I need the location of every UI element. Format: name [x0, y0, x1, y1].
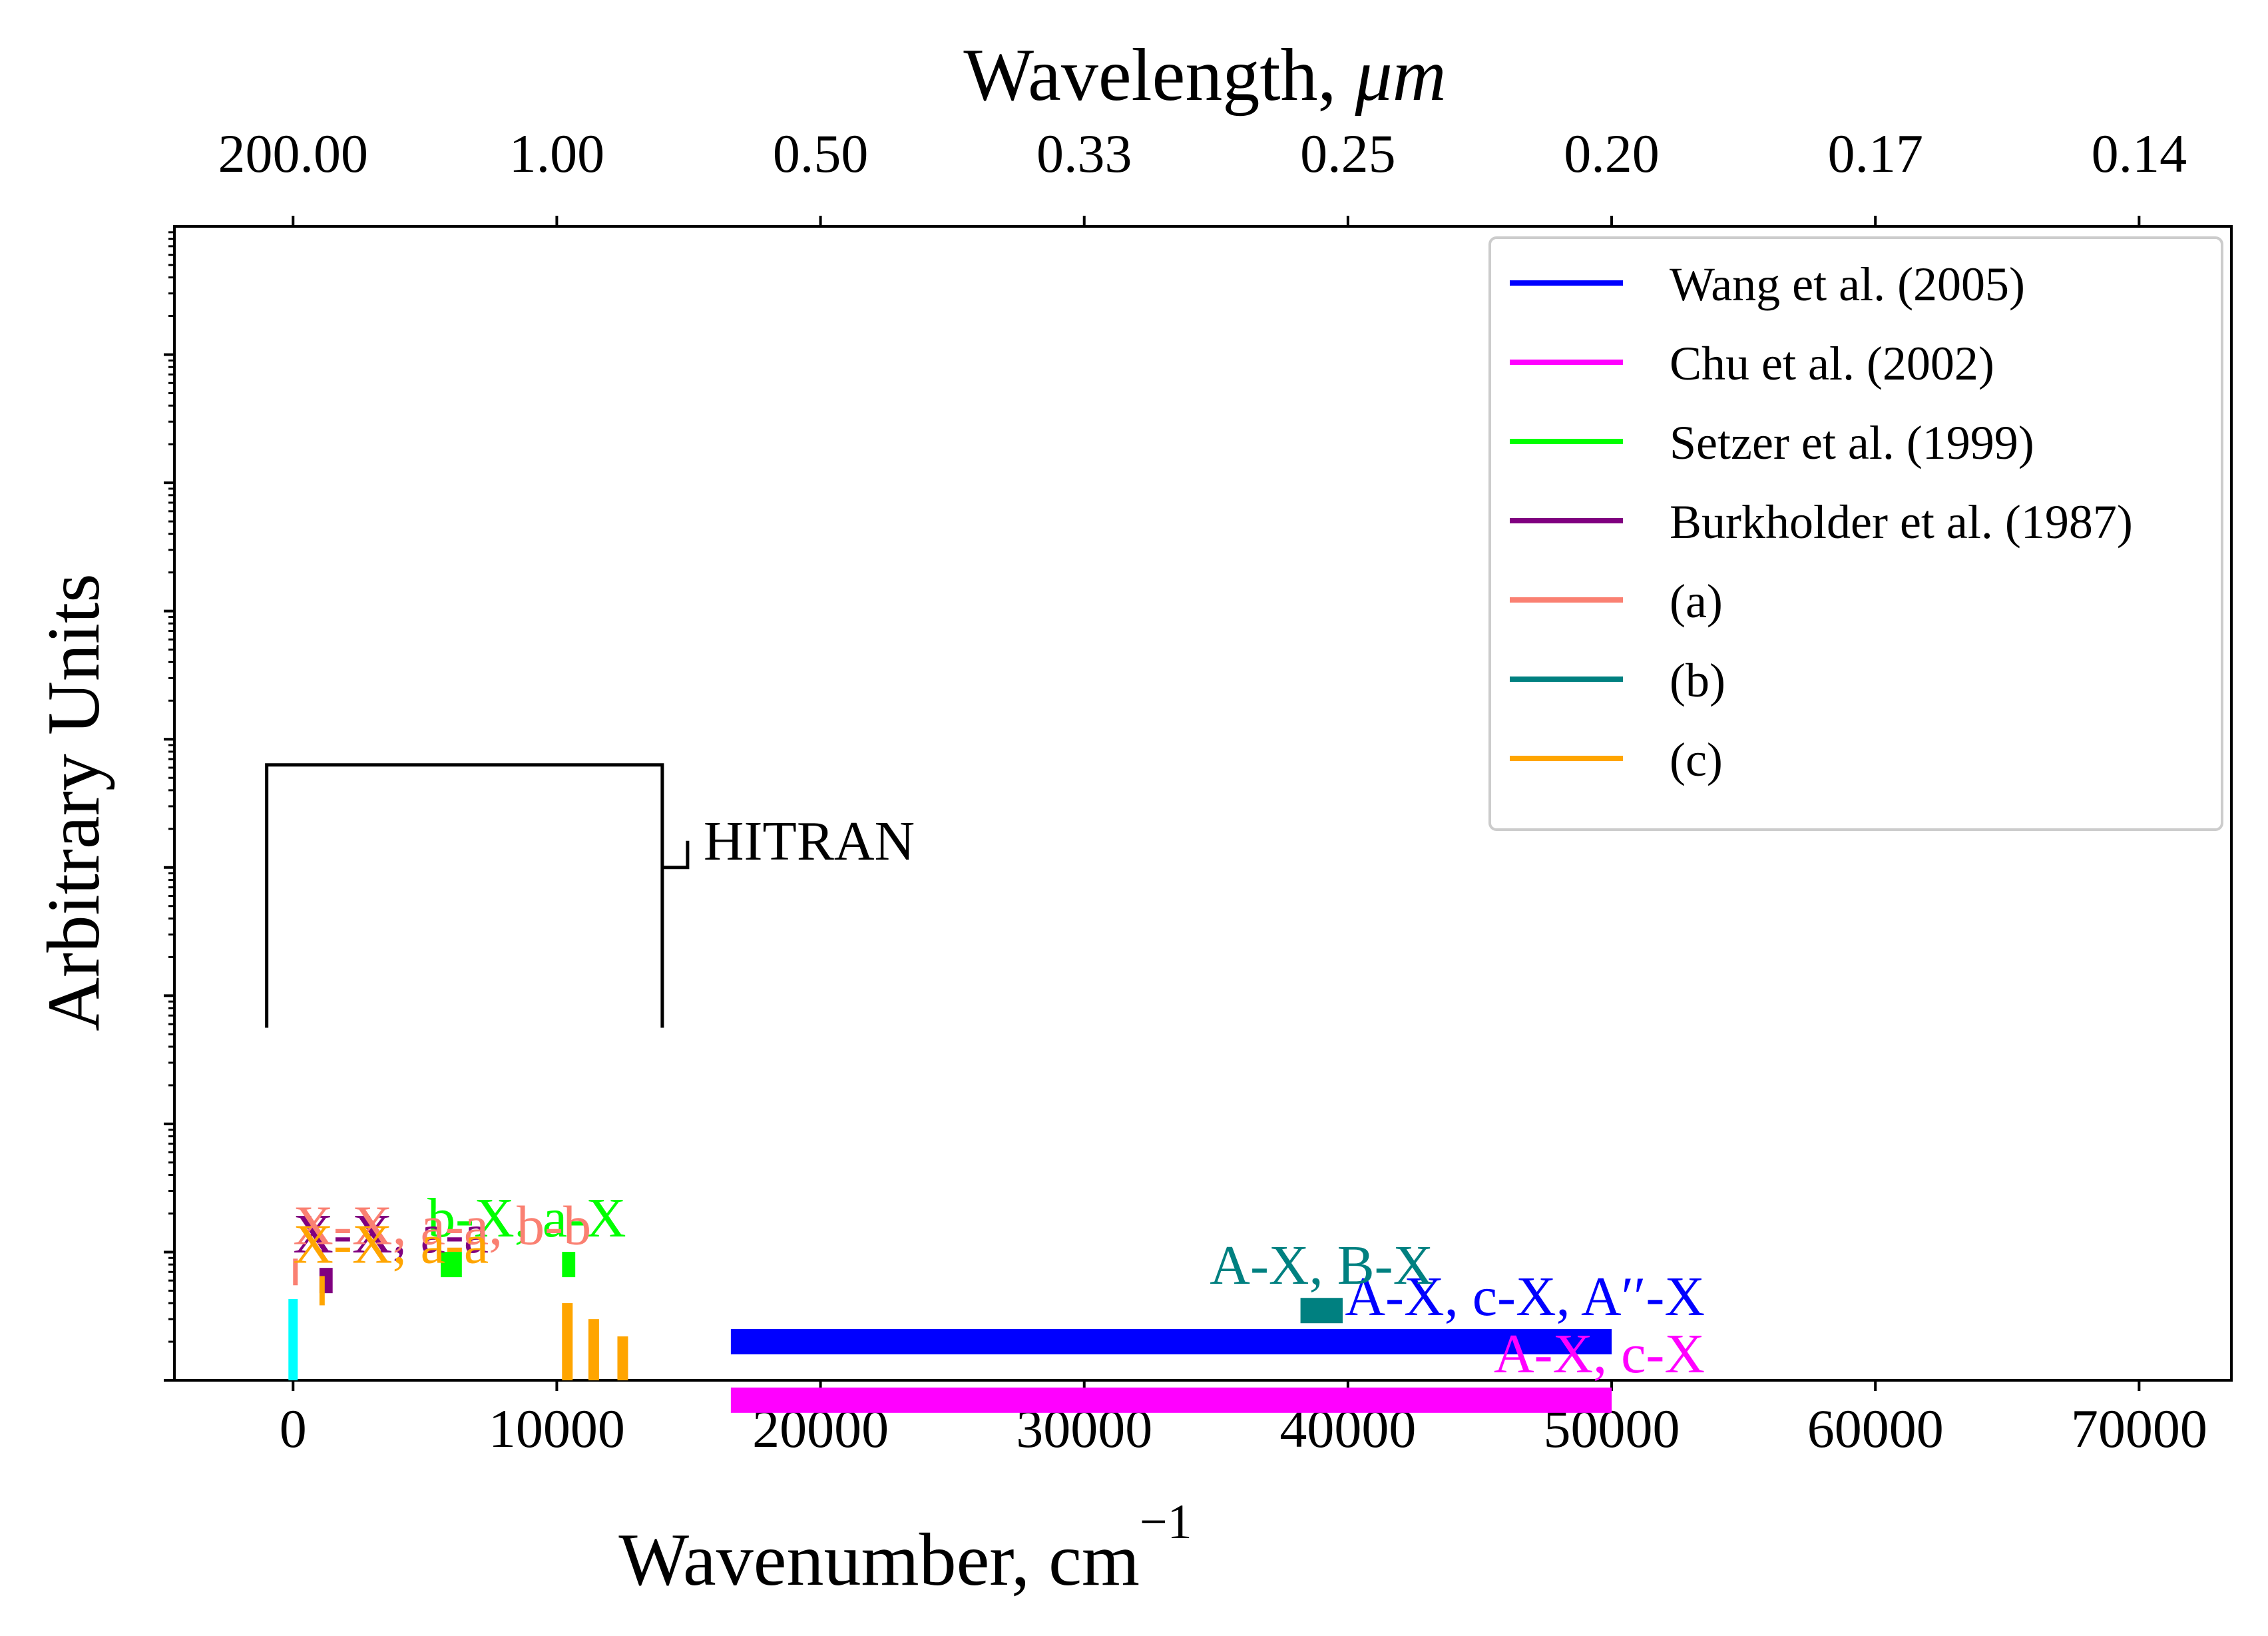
ref-b-label: A-X, B-X — [1210, 1234, 1433, 1296]
ref-a-label: X-X, a-a, b-b — [293, 1195, 591, 1256]
top-tick-label: 1.00 — [509, 123, 605, 184]
hitran-cyan-line — [288, 1299, 298, 1380]
hitran-bracket — [265, 763, 664, 1028]
setzer-1999-label: b-X, a-X — [427, 1187, 626, 1249]
chu-2002-band — [730, 1387, 1612, 1413]
chu-2002-label: A-X, c-X — [1494, 1323, 1705, 1385]
legend-label: Burkholder et al. (1987) — [1670, 495, 2133, 549]
top-tick-label: 0.25 — [1300, 123, 1396, 184]
x-tick-label: 60000 — [1807, 1398, 1944, 1459]
legend-label: (a) — [1670, 575, 1723, 628]
left-axis — [164, 231, 174, 1382]
band-group: A-X, c-X, A′′-XA-X, c-X b-X, a-XX-X, a-aX… — [293, 1187, 1705, 1413]
legend: Wang et al. (2005) Chu et al. (2002) Setze… — [1488, 236, 2223, 831]
ref-b-band — [1300, 1298, 1343, 1324]
legend-label: (c) — [1670, 733, 1723, 786]
legend-label: Wang et al. (2005) — [1670, 258, 2025, 311]
legend-label: Chu et al. (2002) — [1670, 337, 1994, 390]
wang-2005-label: A-X, c-X, A′′-X — [1345, 1266, 1705, 1328]
hitran-orange-line — [617, 1336, 628, 1380]
top-axis: 200.00 1.00 0.50 0.33 0.25 0.20 0.17 0.14 — [218, 123, 2187, 226]
setzer-1999-band — [562, 1252, 576, 1278]
top-axis-title-unit: μm — [1355, 34, 1447, 117]
hitran-label: HITRAN — [704, 810, 915, 872]
legend-label: (b) — [1670, 654, 1725, 707]
top-tick-label: 0.20 — [1564, 123, 1660, 184]
setzer-1999-band — [441, 1252, 462, 1278]
y-axis-title: Arbitrary Units — [33, 573, 115, 1031]
x-tick-label: 70000 — [2071, 1398, 2207, 1459]
top-tick-label: 0.17 — [1827, 123, 1923, 184]
hitran-orange-line — [588, 1319, 599, 1380]
hitran-orange-line — [562, 1303, 573, 1380]
top-tick-label: 0.14 — [2092, 123, 2187, 184]
burkholder-1987-label: X-X, a-a — [293, 1203, 489, 1265]
ref-c-label: X-X, a-a — [293, 1213, 489, 1275]
ref-a-band — [293, 1258, 298, 1286]
x-axis-title-superscript: −1 — [1140, 1495, 1192, 1549]
top-axis-title-text: Wavelength, — [963, 34, 1355, 117]
legend-label: Setzer et al. (1999) — [1670, 416, 2034, 469]
hitran-connector — [662, 840, 690, 870]
top-axis-title: Wavelength, μm — [963, 34, 1446, 117]
wang-2005-band — [730, 1329, 1612, 1355]
top-tick-label: 200.00 — [218, 123, 369, 184]
x-tick-label: 10000 — [489, 1398, 625, 1459]
legend-frame — [1488, 236, 2223, 831]
x-tick-label: 0 — [280, 1398, 307, 1459]
x-axis-title-text: Wavenumber, cm — [618, 1519, 1140, 1601]
ref-c-band — [319, 1276, 325, 1306]
x-axis-title: Wavenumber, cm−1 — [618, 1495, 1192, 1601]
top-tick-label: 0.50 — [773, 123, 869, 184]
top-tick-label: 0.33 — [1036, 123, 1132, 184]
hitran-group: HITRAN — [265, 763, 915, 1380]
